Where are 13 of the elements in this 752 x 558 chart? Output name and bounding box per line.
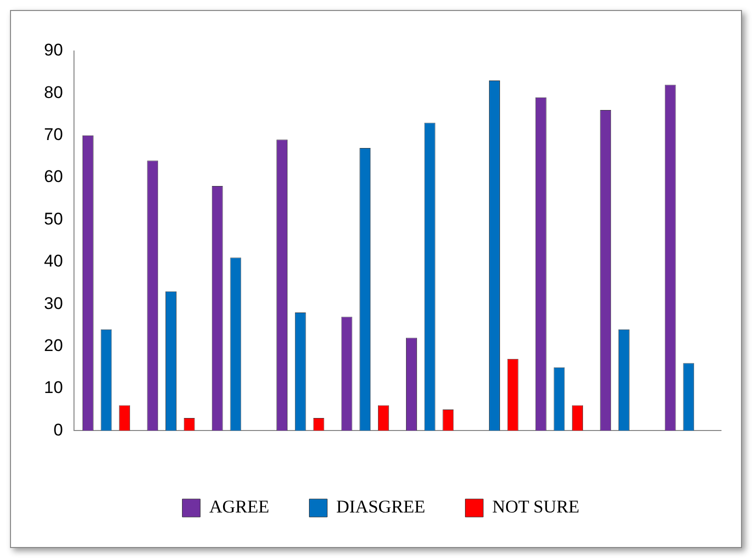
y-tick-label: 50 xyxy=(44,209,63,228)
legend-label: AGREE xyxy=(209,496,270,517)
y-tick-label: 10 xyxy=(44,378,63,398)
y-tick-label: 70 xyxy=(44,125,63,144)
legend-label: NOT SURE xyxy=(492,496,580,517)
y-tick-label: 90 xyxy=(44,40,63,60)
y-tick-label: 60 xyxy=(44,167,63,186)
y-tick-label: 30 xyxy=(44,294,63,313)
y-tick-label: 20 xyxy=(44,336,63,355)
y-tick-label: 80 xyxy=(44,82,63,102)
legend-label: DIASGREE xyxy=(336,496,426,517)
y-tick-label: 40 xyxy=(44,252,63,271)
y-tick-label: 0 xyxy=(53,420,63,440)
